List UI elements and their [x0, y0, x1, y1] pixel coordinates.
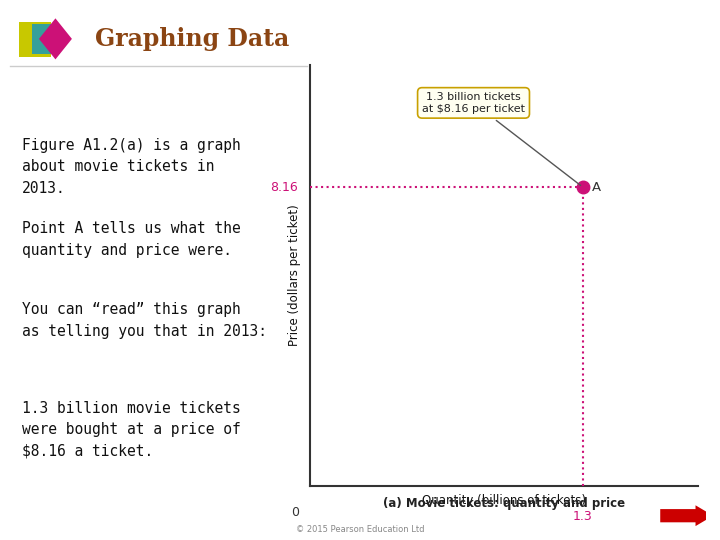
Text: You can “read” this graph
as telling you that in 2013:: You can “read” this graph as telling you…	[22, 302, 267, 339]
Text: 1.3 billion movie tickets
were bought at a price of
$8.16 a ticket.: 1.3 billion movie tickets were bought at…	[22, 401, 241, 459]
X-axis label: Quantity (billions of tickets): Quantity (billions of tickets)	[422, 494, 586, 508]
Text: Figure A1.2(a) is a graph
about movie tickets in
2013.: Figure A1.2(a) is a graph about movie ti…	[22, 138, 241, 196]
Text: 8.16: 8.16	[270, 181, 298, 194]
Bar	[32, 24, 60, 54]
Text: © 2015 Pearson Education Ltd: © 2015 Pearson Education Ltd	[296, 524, 424, 534]
Text: 1.3: 1.3	[573, 510, 593, 523]
Bar	[19, 22, 50, 57]
Y-axis label: Price (dollars per ticket): Price (dollars per ticket)	[288, 205, 301, 346]
FancyArrow shape	[660, 505, 713, 526]
Text: 0: 0	[291, 506, 299, 519]
Text: (a) Movie tickets: quantity and price: (a) Movie tickets: quantity and price	[383, 497, 625, 510]
Text: A: A	[593, 181, 601, 194]
Text: Point A tells us what the
quantity and price were.: Point A tells us what the quantity and p…	[22, 221, 241, 258]
Polygon shape	[39, 18, 72, 59]
Text: 1.3 billion tickets
at $8.16 per ticket: 1.3 billion tickets at $8.16 per ticket	[422, 92, 580, 185]
Text: Graphing Data: Graphing Data	[95, 28, 289, 51]
